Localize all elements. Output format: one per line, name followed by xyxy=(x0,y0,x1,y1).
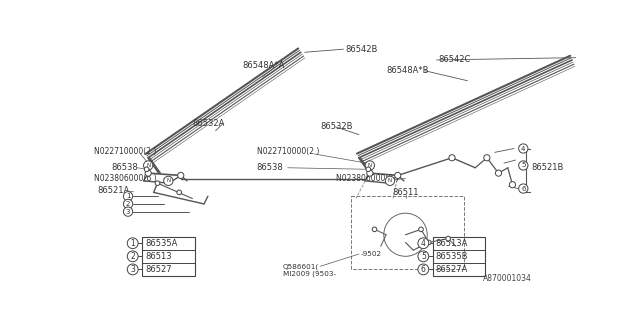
Circle shape xyxy=(484,155,490,161)
Circle shape xyxy=(518,161,528,170)
Text: 2: 2 xyxy=(126,201,130,207)
Text: 86532B: 86532B xyxy=(320,123,353,132)
Text: 6: 6 xyxy=(521,186,525,192)
Circle shape xyxy=(124,192,132,201)
Circle shape xyxy=(145,167,149,172)
Circle shape xyxy=(127,238,138,249)
Circle shape xyxy=(385,176,395,186)
Text: 86513A: 86513A xyxy=(436,239,468,248)
Text: 86548A*A: 86548A*A xyxy=(243,61,285,70)
Text: 86521A: 86521A xyxy=(97,186,129,195)
Circle shape xyxy=(145,170,151,176)
Bar xyxy=(351,196,463,269)
Text: 86527A: 86527A xyxy=(436,265,468,274)
Text: N022710000(2 ): N022710000(2 ) xyxy=(257,147,319,156)
Bar xyxy=(433,237,485,276)
Text: 3: 3 xyxy=(126,209,131,215)
Circle shape xyxy=(155,181,160,186)
Text: N: N xyxy=(388,178,392,183)
Circle shape xyxy=(449,155,455,161)
Text: 86538: 86538 xyxy=(257,163,284,172)
Circle shape xyxy=(178,172,184,179)
Text: -9502: -9502 xyxy=(360,251,381,257)
Text: A870001034: A870001034 xyxy=(483,274,532,283)
Text: 4: 4 xyxy=(421,239,426,248)
Text: 86527: 86527 xyxy=(145,265,172,274)
Circle shape xyxy=(127,251,138,262)
Text: N: N xyxy=(166,178,170,183)
Text: 6: 6 xyxy=(421,265,426,274)
Circle shape xyxy=(164,176,173,186)
Text: N023806000(6 ): N023806000(6 ) xyxy=(336,174,398,183)
Text: 3: 3 xyxy=(131,265,135,274)
Text: 2: 2 xyxy=(131,252,135,261)
Text: 4: 4 xyxy=(521,146,525,151)
Circle shape xyxy=(509,182,516,188)
Circle shape xyxy=(418,264,429,275)
Circle shape xyxy=(365,161,374,170)
Text: 86532A: 86532A xyxy=(193,119,225,128)
Text: 1: 1 xyxy=(131,239,135,248)
Text: 86521B: 86521B xyxy=(531,163,563,172)
Text: 5: 5 xyxy=(521,163,525,168)
Text: 86511: 86511 xyxy=(392,188,419,197)
Circle shape xyxy=(518,184,528,193)
Circle shape xyxy=(518,144,528,153)
Circle shape xyxy=(366,167,371,172)
Text: 5: 5 xyxy=(421,252,426,261)
Bar xyxy=(142,237,195,276)
Text: N022710000(2 ): N022710000(2 ) xyxy=(94,147,156,156)
Circle shape xyxy=(495,170,502,176)
Circle shape xyxy=(426,240,431,245)
Circle shape xyxy=(367,170,373,176)
Circle shape xyxy=(446,236,451,241)
Text: N: N xyxy=(146,163,150,168)
Text: 86548A*B: 86548A*B xyxy=(386,66,429,75)
Text: 86535A: 86535A xyxy=(145,239,177,248)
Text: 86542C: 86542C xyxy=(438,55,470,64)
Circle shape xyxy=(143,161,153,170)
Circle shape xyxy=(127,264,138,275)
Circle shape xyxy=(124,199,132,209)
Circle shape xyxy=(419,227,423,232)
Circle shape xyxy=(124,207,132,216)
Text: N023806000(6 ): N023806000(6 ) xyxy=(94,174,157,183)
Circle shape xyxy=(177,190,182,195)
Text: 86535B: 86535B xyxy=(436,252,468,261)
Text: N: N xyxy=(368,163,372,168)
Circle shape xyxy=(418,251,429,262)
Circle shape xyxy=(418,238,429,249)
Text: 1: 1 xyxy=(126,193,131,199)
Text: 86538: 86538 xyxy=(111,163,138,172)
Circle shape xyxy=(372,227,377,232)
Text: 86542B: 86542B xyxy=(345,45,378,54)
Text: MI2009 (9503-: MI2009 (9503- xyxy=(283,271,336,277)
Text: 86513: 86513 xyxy=(145,252,172,261)
Text: Q586601(: Q586601( xyxy=(283,263,319,269)
Circle shape xyxy=(395,172,401,179)
